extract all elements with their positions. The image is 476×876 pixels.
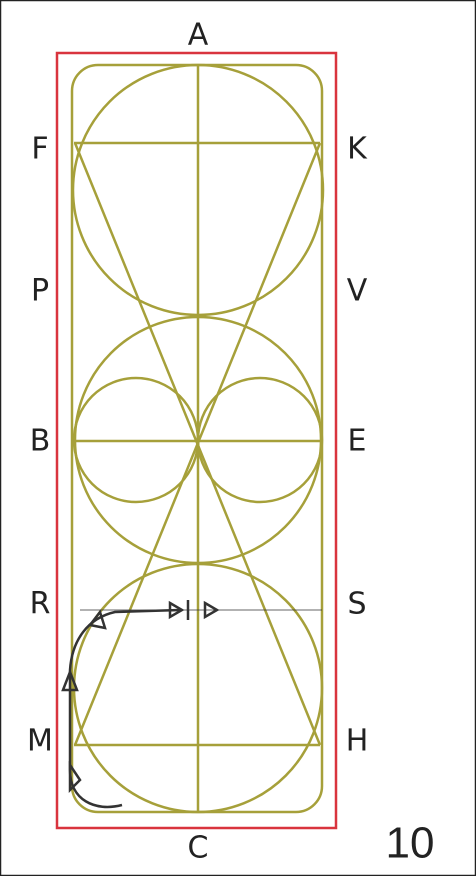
figure xyxy=(70,63,325,814)
circle xyxy=(196,376,324,504)
arena-border xyxy=(55,51,338,830)
marker: A xyxy=(188,18,209,53)
circle xyxy=(71,63,325,317)
marker: B xyxy=(30,424,51,459)
circle xyxy=(72,562,324,814)
marker: S xyxy=(347,587,366,622)
marker: E xyxy=(348,424,367,459)
pencil-route xyxy=(61,600,322,809)
marker: R xyxy=(30,587,51,622)
arrows xyxy=(61,600,220,794)
marker: H xyxy=(346,724,369,759)
marker: C xyxy=(188,831,209,866)
marker: K xyxy=(347,132,368,167)
marker: F xyxy=(31,132,48,167)
figure-number: 10 xyxy=(386,819,435,868)
marker: P xyxy=(31,274,49,309)
marker: V xyxy=(347,274,368,309)
marker: M xyxy=(27,724,53,759)
